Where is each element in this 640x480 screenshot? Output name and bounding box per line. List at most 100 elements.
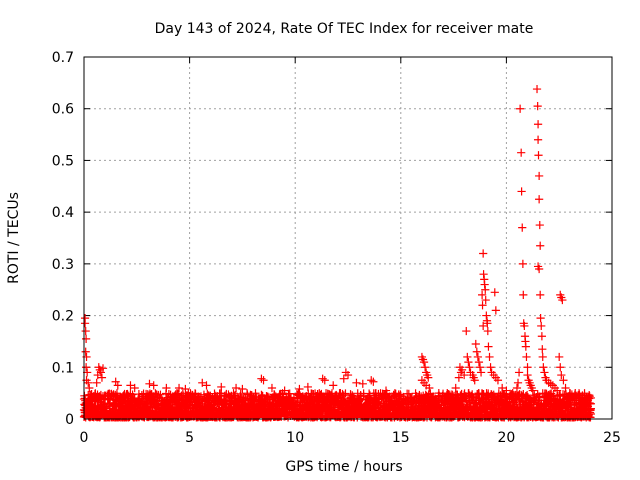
roti-point — [538, 345, 547, 354]
roti-point — [85, 383, 94, 393]
x-tick-label: 0 — [80, 430, 89, 446]
roti-point — [181, 384, 190, 394]
y-axis-label: ROTI / TECUs — [6, 192, 22, 284]
roti-point — [586, 404, 595, 413]
roti-point — [482, 311, 491, 320]
roti-point — [98, 364, 108, 373]
roti-point — [475, 363, 485, 372]
roti-point-background — [293, 396, 302, 405]
roti-point — [535, 195, 544, 204]
x-tick-label: 10 — [286, 430, 304, 446]
roti-point — [481, 295, 490, 305]
x-tick-label: 20 — [497, 430, 515, 446]
roti-point — [518, 223, 527, 232]
roti-point-background — [151, 389, 160, 398]
roti-point-background — [341, 389, 350, 398]
roti-point — [555, 352, 564, 362]
roti-point — [498, 383, 507, 393]
roti-point — [162, 383, 171, 393]
roti-point — [478, 290, 487, 299]
roti-point-background — [285, 389, 294, 398]
y-tick-label: 0.4 — [52, 205, 74, 221]
roti-point — [536, 241, 545, 250]
roti-point — [198, 378, 207, 387]
roti-point — [537, 332, 546, 341]
roti-point — [463, 352, 472, 362]
roti-point — [522, 352, 531, 362]
roti-point — [535, 264, 544, 274]
grid — [84, 57, 612, 419]
roti-point — [320, 376, 329, 385]
y-tick-label: 0.2 — [52, 309, 74, 325]
roti-point — [582, 399, 591, 408]
roti-point — [97, 373, 107, 382]
roti-point — [465, 363, 474, 372]
roti-point — [486, 363, 495, 372]
roti-point — [571, 391, 581, 400]
roti-point — [534, 151, 543, 160]
roti-point — [303, 382, 312, 392]
roti-point — [259, 376, 268, 385]
roti-point — [480, 280, 489, 289]
x-tick-label: 25 — [603, 430, 621, 446]
roti-point — [80, 319, 90, 328]
roti-point — [512, 383, 522, 393]
x-axis-label: GPS time / hours — [285, 459, 402, 475]
roti-point — [454, 373, 463, 382]
roti-point — [424, 373, 433, 382]
roti-point — [339, 374, 348, 383]
roti-point — [552, 386, 562, 395]
roti-point — [532, 84, 542, 94]
roti-point — [578, 394, 587, 403]
roti-point — [425, 383, 434, 393]
roti-point — [519, 290, 528, 299]
plot-frame — [83, 56, 613, 420]
roti-point — [479, 249, 488, 258]
roti-point — [295, 384, 304, 394]
roti-point — [93, 370, 102, 380]
roti-point — [561, 383, 570, 393]
roti-point — [460, 370, 469, 380]
roti-point — [517, 148, 526, 157]
roti-point-background — [156, 390, 165, 399]
roti-point — [539, 363, 548, 372]
roti-point — [81, 347, 90, 356]
roti-point — [84, 378, 93, 387]
roti-point-background — [251, 389, 260, 398]
roti-point — [419, 358, 429, 367]
roti-point — [535, 220, 544, 230]
y-tick-label: 0.1 — [52, 360, 74, 376]
roti-point — [557, 370, 566, 380]
roti-point — [559, 376, 568, 385]
roti-point — [81, 326, 90, 336]
roti-point — [358, 379, 367, 388]
roti-point — [533, 102, 542, 111]
roti-point — [113, 381, 122, 390]
roti-point — [481, 285, 490, 294]
roti-point — [396, 391, 405, 400]
tick-labels: 0 5 10 15 20 25 0 0.1 0.2 0.3 0.4 0.5 0.6 0.7 — [52, 50, 621, 446]
roti-point — [126, 381, 135, 390]
roti-point — [476, 368, 486, 377]
roti-point — [130, 383, 139, 393]
roti-point — [329, 381, 338, 390]
roti-point — [83, 368, 92, 377]
axis-ticks — [83, 56, 613, 420]
roti-point — [464, 358, 473, 367]
roti-point — [535, 171, 544, 181]
y-tick-label: 0.3 — [52, 257, 74, 273]
roti-point — [491, 306, 500, 315]
roti-point-background — [585, 392, 594, 401]
roti-point — [92, 378, 101, 387]
roti-point — [538, 352, 547, 362]
roti-point — [528, 386, 537, 395]
roti-point — [369, 377, 378, 386]
roti-point — [479, 321, 488, 331]
roti-point — [145, 379, 154, 388]
roti-point — [523, 363, 532, 372]
roti-point — [540, 368, 549, 377]
roti-point — [478, 301, 487, 310]
roti-point — [474, 358, 484, 367]
roti-point — [479, 270, 488, 279]
